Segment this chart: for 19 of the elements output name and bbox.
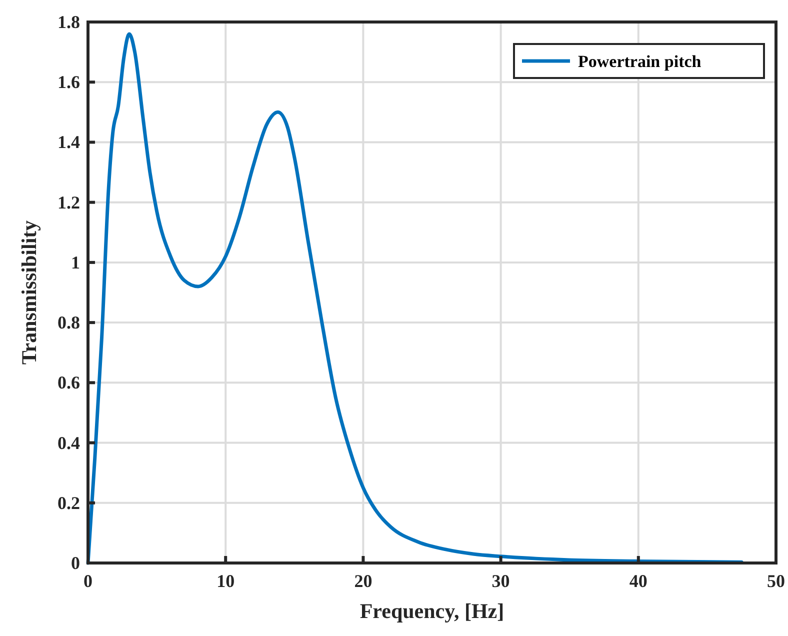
x-tick-label: 50: [767, 571, 785, 591]
y-tick-label: 0: [71, 553, 80, 573]
legend-label: Powertrain pitch: [578, 52, 702, 71]
x-tick-label: 10: [216, 571, 235, 591]
y-tick-label: 0.6: [58, 372, 80, 393]
x-tick-label: 0: [84, 571, 92, 591]
y-tick-label: 1: [71, 252, 80, 272]
y-tick-label: 0.4: [58, 432, 80, 453]
x-tick-label: 30: [492, 571, 510, 591]
x-axis-title: Frequency, [Hz]: [360, 599, 504, 623]
y-axis-title: Transmissibility: [17, 220, 41, 365]
y-tick-label: 0.8: [58, 312, 80, 333]
y-tick-label: 1.6: [58, 72, 80, 92]
x-tick-label: 20: [354, 571, 372, 591]
y-tick-label: 1.8: [58, 12, 80, 32]
x-tick-label: 40: [629, 571, 648, 591]
y-tick-label: 1.4: [58, 132, 80, 152]
y-tick-label: 0.2: [58, 492, 80, 513]
y-tick-label: 1.2: [58, 192, 80, 212]
